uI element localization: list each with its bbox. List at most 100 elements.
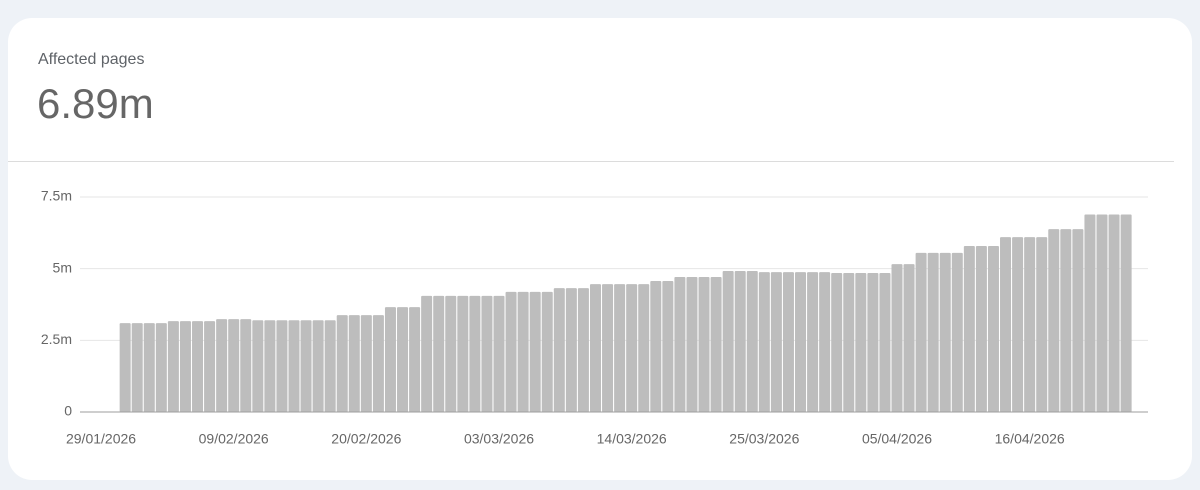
- bar: [553, 288, 565, 412]
- bar: [384, 307, 396, 412]
- bar: [758, 272, 770, 412]
- bar: [264, 320, 276, 412]
- bar: [614, 284, 626, 412]
- bar: [746, 270, 758, 412]
- bar: [987, 246, 999, 412]
- bar: [288, 320, 300, 412]
- bar: [710, 276, 722, 412]
- bar: [891, 264, 903, 412]
- bar: [662, 280, 674, 412]
- bar: [674, 276, 686, 412]
- bar: [915, 252, 927, 412]
- bar: [686, 276, 698, 412]
- bar: [1084, 214, 1096, 412]
- bar: [324, 320, 336, 412]
- bar: [589, 284, 601, 412]
- x-tick-label: 09/02/2026: [199, 431, 269, 447]
- bar: [1120, 214, 1132, 412]
- bar: [517, 291, 529, 412]
- x-tick-label: 03/03/2026: [464, 431, 534, 447]
- bar: [650, 280, 662, 412]
- bar: [939, 252, 951, 412]
- bar: [131, 323, 143, 412]
- bar: [722, 270, 734, 412]
- x-tick-label: 29/01/2026: [66, 431, 136, 447]
- x-tick-label: 05/04/2026: [862, 431, 932, 447]
- bar: [1108, 214, 1120, 412]
- bar: [638, 284, 650, 412]
- bar: [481, 295, 493, 412]
- bar: [541, 291, 553, 412]
- x-tick-label: 14/03/2026: [597, 431, 667, 447]
- bar: [602, 284, 614, 412]
- bar: [529, 291, 541, 412]
- bar: [734, 270, 746, 412]
- bar: [831, 272, 843, 412]
- bar: [240, 319, 252, 412]
- y-tick-label: 7.5m: [41, 188, 72, 204]
- bar: [155, 323, 167, 412]
- bar: [469, 295, 481, 412]
- bar: [216, 319, 228, 412]
- bar: [167, 321, 179, 412]
- y-tick-label: 0: [64, 403, 72, 419]
- bar: [457, 295, 469, 412]
- bar: [445, 295, 457, 412]
- bar: [698, 276, 710, 412]
- bar: [143, 323, 155, 412]
- headline-value: 6.89m: [37, 80, 154, 127]
- bar: [252, 320, 264, 412]
- bar: [879, 272, 891, 412]
- bar: [1036, 237, 1048, 412]
- bar: [312, 320, 324, 412]
- bar: [843, 272, 855, 412]
- bar: [421, 295, 433, 412]
- bar: [770, 272, 782, 412]
- bar: [1048, 229, 1060, 412]
- bar: [782, 272, 794, 412]
- bar: [819, 272, 831, 412]
- bar: [276, 320, 288, 412]
- bar: [795, 272, 807, 412]
- x-tick-label: 20/02/2026: [331, 431, 401, 447]
- bar: [1000, 237, 1012, 412]
- bar: [397, 307, 409, 412]
- bar: [951, 252, 963, 412]
- bar: [927, 252, 939, 412]
- bar: [119, 323, 131, 412]
- bar: [493, 295, 505, 412]
- y-tick-label: 2.5m: [41, 331, 72, 347]
- bar: [409, 307, 421, 412]
- bar: [903, 264, 915, 412]
- bar: [1096, 214, 1108, 412]
- bar: [963, 246, 975, 412]
- bar: [228, 319, 240, 412]
- bar: [360, 315, 372, 412]
- card-title: Affected pages: [38, 51, 145, 68]
- bar: [626, 284, 638, 412]
- bar: [1060, 229, 1072, 412]
- bar: [975, 246, 987, 412]
- x-tick-label: 25/03/2026: [729, 431, 799, 447]
- bar: [1012, 237, 1024, 412]
- bar: [372, 315, 384, 412]
- bar: [179, 321, 191, 412]
- x-tick-label: 16/04/2026: [995, 431, 1065, 447]
- bar: [433, 295, 445, 412]
- y-tick-label: 5m: [53, 259, 72, 275]
- bar: [1024, 237, 1036, 412]
- bar: [1072, 229, 1084, 412]
- divider: [8, 161, 1174, 162]
- bar: [204, 321, 216, 412]
- bar: [577, 288, 589, 412]
- bar: [192, 321, 204, 412]
- bar: [505, 291, 517, 412]
- bar: [565, 288, 577, 412]
- bar: [336, 315, 348, 412]
- bar: [855, 272, 867, 412]
- bar: [807, 272, 819, 412]
- bar: [348, 315, 360, 412]
- bar: [300, 320, 312, 412]
